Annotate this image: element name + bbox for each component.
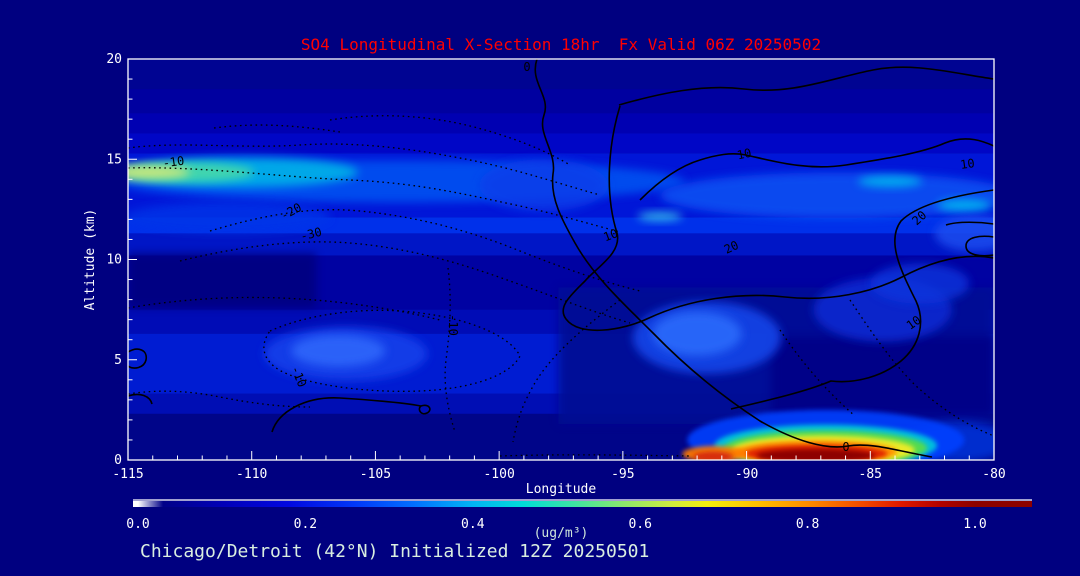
y-tick-label: 20: [106, 52, 122, 67]
contour-label: 0: [842, 440, 849, 454]
dashed-contour-line: [329, 115, 571, 166]
solid-contour-line: [128, 348, 148, 369]
x-tick-label: -95: [611, 467, 634, 482]
x-tick-label: -80: [982, 467, 1005, 482]
x-axis-title: Longitude: [526, 482, 597, 497]
chart-title: SO4 Longitudinal X-Section 18hr Fx Valid…: [300, 35, 822, 54]
y-tick-label: 0: [114, 453, 122, 468]
solid-contour-line: [945, 221, 994, 257]
y-tick-label: 10: [106, 253, 122, 268]
solid-contour-line: [128, 393, 431, 433]
solid-contour-line: [730, 189, 994, 410]
colorbar-tick-label: 1.0: [963, 517, 986, 532]
colorbar-tick-label: 0.4: [461, 517, 485, 532]
contour-label: 10: [959, 156, 975, 172]
contour-label: -10: [446, 314, 460, 336]
solid-contour-line: [562, 105, 994, 331]
x-axis-ticks: [127, 451, 995, 460]
dashed-contour-line: [849, 299, 994, 437]
concentration-field: [128, 59, 994, 460]
colorbar-tick-label: 0.8: [796, 517, 819, 532]
dashed-contour-line: [128, 296, 441, 321]
colorbar-tick-label: 0.2: [294, 517, 317, 532]
x-tick-label: -85: [859, 467, 882, 482]
axis-text: -115 -110 -105 -100 -95 -90 -85 -8005101520Long…: [83, 52, 1006, 497]
dashed-contour-line: [779, 329, 856, 417]
dashed-contour-line: [444, 267, 456, 433]
contour-label: 0: [523, 60, 530, 74]
chart-subtitle: Chicago/Detroit (42°N) Initialized 12Z 2…: [140, 541, 650, 562]
contour-label: 10: [904, 313, 924, 333]
colorbar-units-label: (ug/m³): [533, 526, 589, 541]
dashed-contour-line: [512, 299, 621, 443]
dashed-contour-line: [179, 241, 631, 324]
overlay-contours: [128, 59, 994, 458]
y-axis-title: Altitude (km): [83, 209, 98, 311]
contour-label: 10: [736, 146, 753, 163]
solid-contour-line: [534, 59, 933, 458]
solid-contour-line: [639, 138, 994, 201]
y-tick-label: 15: [106, 152, 122, 167]
dashed-contour-line: [263, 309, 521, 392]
x-tick-label: -105: [360, 467, 391, 482]
colorbar-gradient: [133, 501, 1032, 507]
contour-label: 10: [601, 226, 619, 244]
colorbar-tick-label: 0.0: [126, 517, 149, 532]
x-tick-label: -115: [112, 467, 143, 482]
colorbar-tick-labels: 0.0 0.2 0.4 0.6 0.8 1.0: [126, 517, 986, 532]
dashed-contour-line: [128, 143, 601, 196]
dashed-contour-line: [128, 390, 311, 408]
x-tick-label: -90: [735, 467, 758, 482]
colorbar: 0.0 0.2 0.4 0.6 0.8 1.0: [126, 499, 1032, 532]
contour-label: -30: [299, 225, 323, 244]
dashed-contour-line: [499, 454, 691, 457]
x-tick-label: -100: [483, 467, 514, 482]
y-axis-ticks: [128, 58, 137, 461]
x-tick-label: -110: [236, 467, 267, 482]
colorbar-tick-label: 0.6: [628, 517, 651, 532]
contour-label: 20: [722, 238, 741, 257]
contour-label: -10: [162, 154, 185, 171]
solid-contour-line: [618, 66, 994, 106]
y-tick-label: 5: [114, 353, 122, 368]
